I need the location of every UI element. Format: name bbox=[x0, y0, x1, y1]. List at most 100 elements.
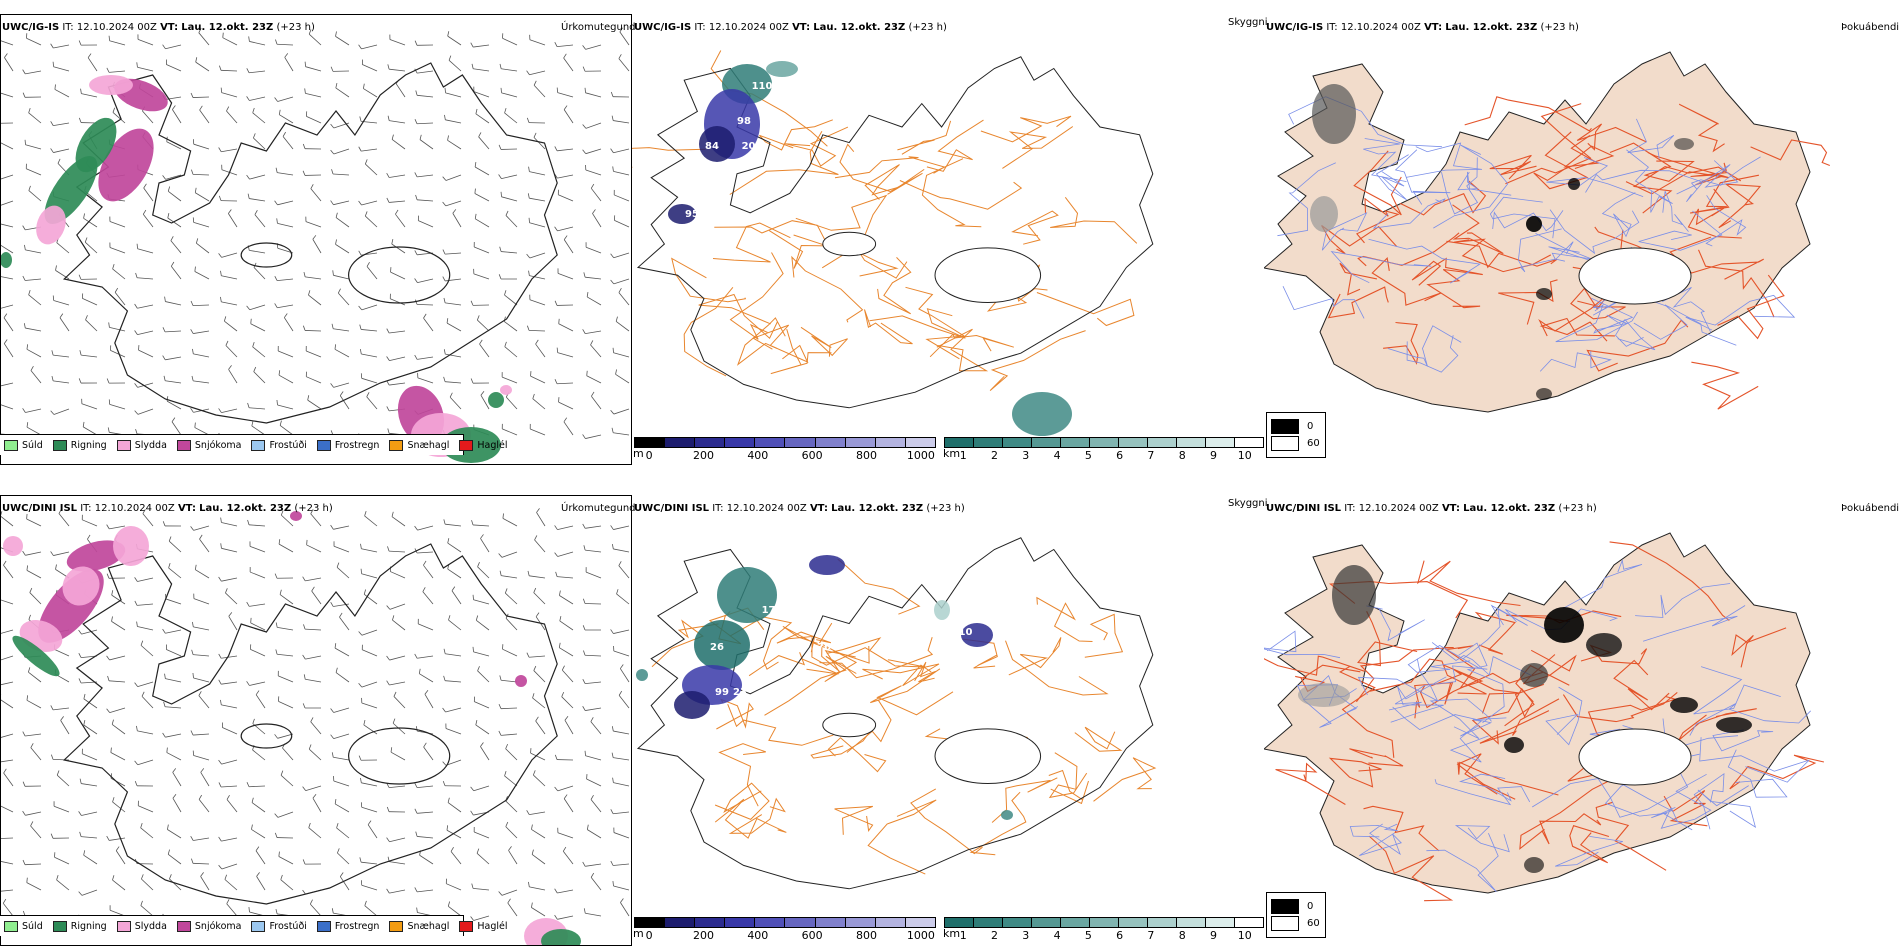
colorbar-tick: 400 bbox=[747, 929, 769, 942]
iceland-coastline bbox=[62, 543, 558, 905]
visibility-unit: km bbox=[943, 447, 961, 460]
precip-areas bbox=[3, 511, 581, 945]
legend-swatch bbox=[176, 920, 191, 932]
header-row1-p2: UWC/IG-IS IT: 12.10.2024 00Z VT: Lau. 12… bbox=[634, 22, 947, 33]
cloudbase-colorbar-row2: 0 200 400 600 800 1000 m bbox=[633, 917, 936, 943]
colorbar-tick: 2 bbox=[990, 449, 998, 462]
header-row1-p3: UWC/IG-IS IT: 12.10.2024 00Z VT: Lau. 12… bbox=[1266, 22, 1579, 33]
model-name: UWC/IG-IS bbox=[2, 22, 60, 33]
visibility-title-row2: Skyggni bbox=[1228, 498, 1268, 509]
fog-legend-row2: 0 60 bbox=[1266, 892, 1326, 938]
legend-label: Haglél bbox=[477, 439, 508, 451]
legend-swatch bbox=[459, 439, 474, 451]
legend-label: Haglél bbox=[477, 920, 508, 932]
rivers bbox=[1264, 558, 1811, 892]
road-network bbox=[1264, 541, 1825, 902]
cloudbase-label: 208 bbox=[782, 557, 803, 568]
legend-item: Snæhagl bbox=[389, 920, 450, 932]
legend-item: Rigning bbox=[52, 439, 107, 451]
precip-areas bbox=[1, 75, 512, 463]
lead-time: (+23 h) bbox=[276, 22, 315, 33]
cloudbase-label: 203 bbox=[742, 141, 763, 152]
legend-item: Frostregn bbox=[316, 439, 380, 451]
header-row2-p1: UWC/DINI ISL IT: 12.10.2024 00Z VT: Lau.… bbox=[2, 503, 333, 514]
cloudbase-label: 98 bbox=[737, 116, 751, 127]
precip-map-row2 bbox=[1, 508, 630, 945]
legend-label: Snjókoma bbox=[194, 439, 242, 451]
colorbar-tick: 7 bbox=[1147, 449, 1155, 462]
header-row1-p1: UWC/IG-IS IT: 12.10.2024 00Z VT: Lau. 12… bbox=[2, 22, 315, 34]
legend-item: Frostúði bbox=[251, 920, 307, 932]
precip-map-row1 bbox=[1, 27, 630, 463]
precip-panel-row1 bbox=[0, 14, 632, 465]
colorbar-tick: 800 bbox=[856, 449, 878, 462]
legend-item: Súld bbox=[4, 920, 43, 932]
legend-item: Haglél bbox=[459, 439, 508, 451]
legend-item: Frostúði bbox=[251, 439, 307, 451]
legend-label: Snjókoma bbox=[194, 920, 242, 932]
colorbar-tick: 600 bbox=[801, 929, 823, 942]
legend-swatch bbox=[4, 439, 18, 451]
legend-item: Slydda bbox=[116, 920, 167, 932]
legend-swatch bbox=[316, 439, 331, 451]
colorbar-tick: 1000 bbox=[906, 449, 935, 462]
cloudbase-label: 123 bbox=[782, 86, 803, 97]
legend-item: Súld bbox=[4, 439, 43, 451]
legend-label: Frostúði bbox=[269, 439, 307, 451]
colorbar-tick: 3 bbox=[1022, 449, 1030, 462]
wind-barbs bbox=[1, 508, 630, 921]
visibility-panel-row1: 123 110 98 203 112 84 95 bbox=[632, 14, 1232, 465]
visibility-bar bbox=[944, 437, 1264, 448]
colorbar-tick: 5 bbox=[1084, 929, 1092, 942]
it-value: 12.10.2024 00Z bbox=[76, 22, 157, 33]
colorbar-tick: 400 bbox=[747, 449, 769, 462]
visibility-panel-row2: 208 178 26 76 110 99 23 90 bbox=[632, 495, 1232, 946]
legend-label: Snæhagl bbox=[407, 920, 450, 932]
legend-label: Súld bbox=[22, 439, 43, 451]
legend-label: Frostregn bbox=[334, 920, 380, 932]
visibility-colorbar-row1: 1 2 3 4 5 6 7 8 9 10 km bbox=[943, 437, 1264, 463]
legend-item: Frostregn bbox=[316, 920, 380, 932]
fog-areas bbox=[1298, 565, 1752, 873]
legend-label: Frostregn bbox=[334, 439, 380, 451]
fog-areas bbox=[1310, 84, 1694, 400]
legend-label: Rigning bbox=[70, 439, 107, 451]
fog-map-row2 bbox=[1264, 532, 1825, 902]
cloudbase-unit: m bbox=[633, 447, 644, 460]
legend-label: Súld bbox=[22, 920, 43, 932]
fog-title-row1: Þokuábendi bbox=[1841, 22, 1900, 33]
vt-label: VT: bbox=[160, 22, 179, 33]
cloudbase-label: 110 bbox=[952, 627, 973, 638]
colorbar-tick: 4 bbox=[1053, 929, 1061, 942]
wind-barbs bbox=[1, 27, 630, 441]
fog-title-row2: Þokuábendi bbox=[1841, 503, 1900, 514]
precip-legend-row2: Súld Rigning Slydda Snjókoma Frostúði Frostre… bbox=[0, 915, 508, 936]
legend-swatch bbox=[52, 439, 67, 451]
cloudbase-bar bbox=[634, 437, 936, 448]
legend-item: Snjókoma bbox=[176, 439, 242, 451]
cloudbase-colorbar-row1: 0 200 400 600 800 1000 m bbox=[633, 437, 936, 463]
legend-swatch bbox=[251, 439, 266, 451]
colorbar-tick: 2 bbox=[990, 929, 998, 942]
iceland-coastline bbox=[62, 62, 558, 424]
legend-swatch bbox=[4, 920, 18, 932]
colorbar-tick: 1000 bbox=[906, 929, 935, 942]
header-row2-p3: UWC/DINI ISL IT: 12.10.2024 00Z VT: Lau.… bbox=[1266, 503, 1597, 514]
colorbar-tick: 1 bbox=[959, 929, 967, 942]
cloudbase-label: 23 bbox=[733, 687, 747, 698]
colorbar-tick: 8 bbox=[1178, 449, 1186, 462]
fog-map-row1 bbox=[1264, 51, 1831, 413]
colorbar-tick: 7 bbox=[1147, 929, 1155, 942]
road-network bbox=[632, 50, 1138, 391]
legend-swatch bbox=[176, 439, 191, 451]
colorbar-tick: 600 bbox=[801, 449, 823, 462]
legend-item: Snjókoma bbox=[176, 920, 242, 932]
rivers bbox=[1277, 96, 1796, 373]
cloudbase-label: 90 bbox=[705, 717, 719, 728]
legend-swatch bbox=[116, 920, 131, 932]
legend-swatch bbox=[316, 920, 331, 932]
road-network bbox=[1321, 96, 1831, 410]
colorbar-tick: 10 bbox=[1237, 929, 1252, 942]
colorbar-tick: 10 bbox=[1237, 449, 1252, 462]
legend-label: Slydda bbox=[134, 920, 167, 932]
